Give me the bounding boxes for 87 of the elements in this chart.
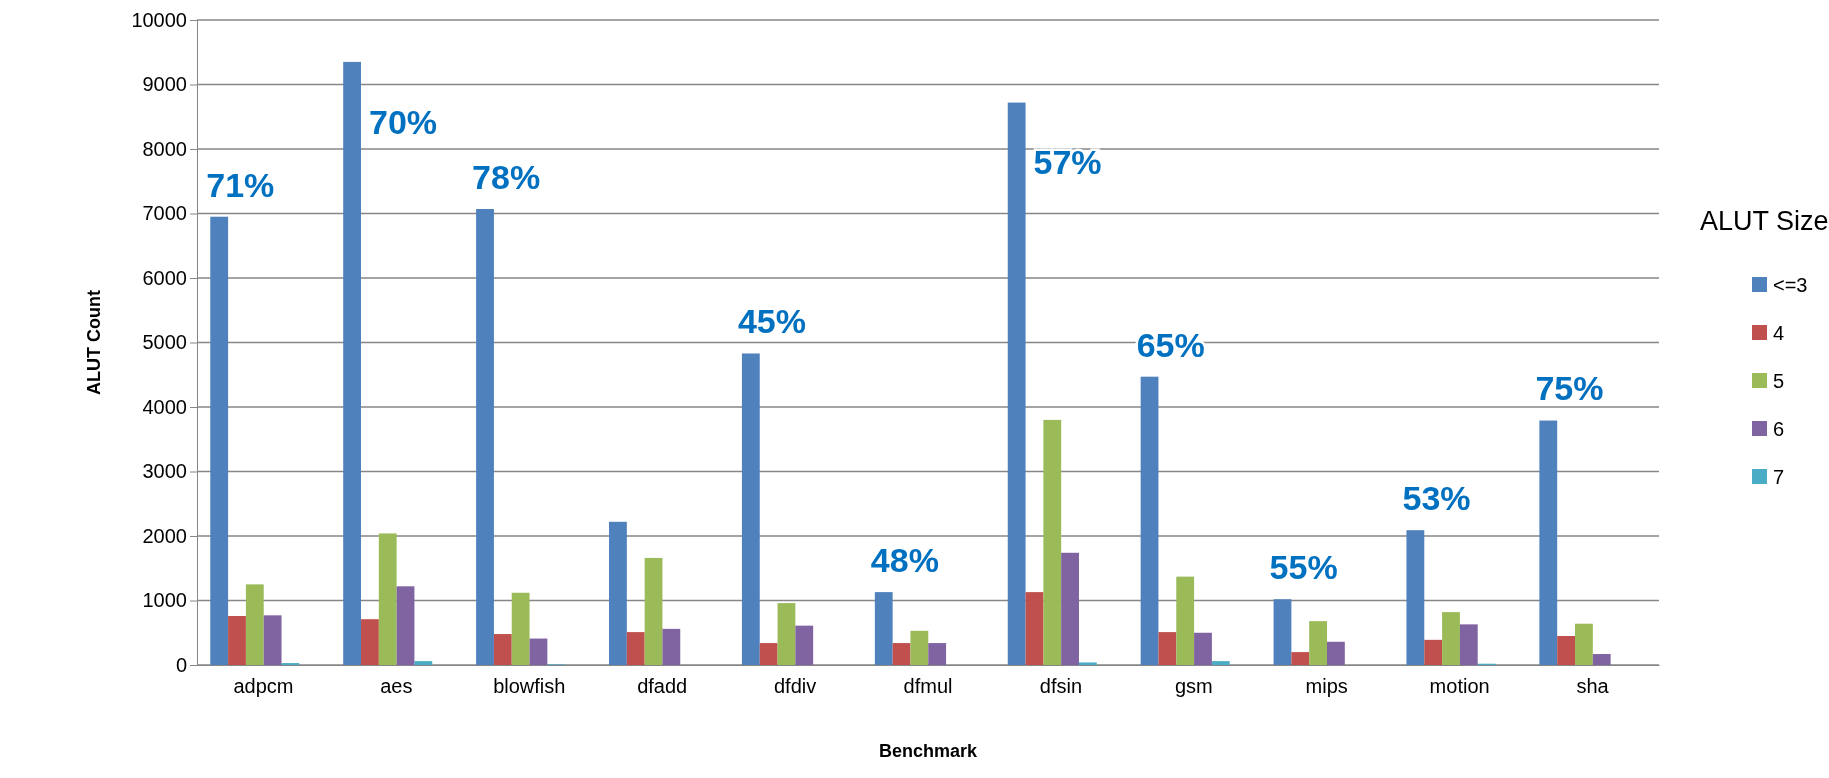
annotation: 71%: [206, 165, 275, 204]
bar: [1158, 632, 1177, 665]
bar: [1025, 592, 1044, 665]
x-tick-label: dfdiv: [773, 675, 817, 698]
y-tick-label: 10000: [131, 8, 187, 31]
bar: [759, 643, 778, 665]
bar: [361, 619, 379, 665]
bar: [493, 634, 512, 665]
x-axis-title: Benchmark: [878, 741, 979, 761]
y-axis-title: ALUT Count: [84, 290, 104, 395]
annotation: 55%: [1269, 548, 1338, 587]
bar: [609, 521, 627, 665]
x-tick-label: dfmul: [903, 675, 953, 698]
bar: [228, 615, 246, 665]
x-tick-label: aes: [380, 675, 413, 698]
bar: [1592, 654, 1611, 665]
bar: [476, 208, 494, 665]
bar: [529, 638, 548, 665]
bar: [511, 592, 530, 665]
x-tick-label: gsm: [1174, 675, 1213, 698]
bar: [644, 557, 663, 665]
bar: [928, 643, 947, 665]
bar: [245, 584, 264, 665]
bar: [263, 615, 282, 665]
y-tick-label: 6000: [142, 266, 187, 289]
bar: [777, 603, 796, 665]
bar: [795, 625, 814, 665]
y-tick-label: 1000: [142, 589, 187, 612]
annotation: 53%: [1402, 479, 1471, 518]
y-tick-label: 3000: [142, 460, 187, 483]
annotation: 57%: [1033, 143, 1102, 182]
annotation: 65%: [1136, 325, 1205, 364]
bar: [1078, 662, 1097, 665]
annotation: 48%: [870, 541, 939, 580]
y-tick-label: 5000: [142, 331, 187, 354]
bar: [662, 628, 681, 665]
bar: [343, 61, 362, 665]
bar: [626, 632, 645, 665]
bar: [1211, 661, 1230, 665]
bar: [1291, 652, 1310, 665]
legend-label: 6: [1773, 418, 1785, 440]
x-tick-label: adpcm: [233, 675, 294, 698]
bar: [1539, 420, 1558, 665]
bar: [210, 216, 229, 665]
y-tick-label: 7000: [142, 202, 187, 225]
legend-label: 5: [1773, 370, 1785, 392]
x-tick-label: dfsin: [1039, 675, 1083, 698]
x-tick-label: mips: [1305, 675, 1348, 698]
bar: [1007, 102, 1026, 665]
bar: [1442, 612, 1460, 665]
legend-label: 7: [1773, 466, 1785, 488]
bar: [1406, 530, 1425, 665]
x-tick-label: blowfish: [493, 675, 566, 698]
bar: [1176, 576, 1195, 665]
bar: [1575, 623, 1593, 665]
x-tick-label: sha: [1576, 675, 1610, 698]
bar: [396, 586, 415, 665]
bar: [378, 533, 397, 665]
y-tick-label: 2000: [142, 524, 187, 547]
bar: [910, 630, 929, 665]
bar: [874, 592, 893, 665]
y-tick-label: 0: [175, 653, 187, 676]
legend-label: 4: [1773, 322, 1785, 344]
bar: [1309, 621, 1327, 665]
x-tick-label: motion: [1429, 675, 1490, 698]
legend-title: ALUT Size: [1700, 206, 1829, 236]
bar: [1061, 552, 1079, 665]
bar: [1424, 639, 1443, 665]
x-tick-label: dfadd: [637, 675, 688, 698]
bar: [1557, 635, 1575, 665]
annotation: 45%: [737, 302, 806, 341]
y-tick-label: 8000: [142, 137, 187, 160]
bar: [1194, 632, 1212, 665]
bar: [1140, 376, 1159, 665]
annotation: 75%: [1535, 369, 1604, 408]
bar: [1273, 599, 1292, 665]
bar: [1043, 419, 1062, 665]
y-tick-label: 4000: [142, 395, 187, 418]
y-tick-label: 9000: [142, 73, 187, 96]
annotation: 78%: [472, 157, 541, 196]
bar: [741, 353, 760, 665]
legend-label: <=3: [1773, 274, 1808, 296]
bar: [892, 643, 911, 665]
annotation: 70%: [369, 102, 438, 141]
bar: [414, 661, 433, 665]
bar: [1326, 641, 1345, 665]
bar: [1459, 624, 1478, 665]
